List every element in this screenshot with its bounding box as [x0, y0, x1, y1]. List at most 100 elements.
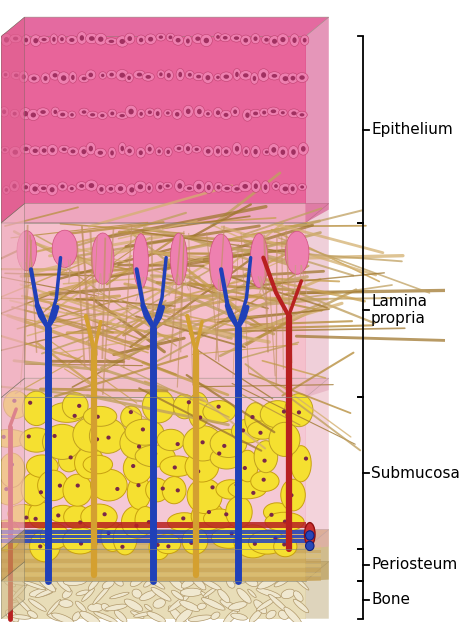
Ellipse shape	[176, 488, 180, 492]
Ellipse shape	[242, 184, 248, 189]
Ellipse shape	[250, 109, 261, 118]
Ellipse shape	[279, 611, 289, 619]
Ellipse shape	[147, 186, 151, 190]
Ellipse shape	[146, 75, 151, 79]
Ellipse shape	[168, 575, 184, 591]
Ellipse shape	[182, 528, 208, 554]
Ellipse shape	[53, 73, 57, 77]
Polygon shape	[1, 17, 25, 222]
Ellipse shape	[27, 434, 31, 439]
Ellipse shape	[12, 150, 18, 155]
Ellipse shape	[165, 184, 170, 188]
Ellipse shape	[125, 105, 137, 118]
Ellipse shape	[71, 150, 75, 153]
Ellipse shape	[9, 528, 14, 532]
Ellipse shape	[164, 110, 172, 117]
Ellipse shape	[264, 184, 267, 190]
Ellipse shape	[254, 183, 258, 189]
Ellipse shape	[235, 146, 239, 151]
Ellipse shape	[58, 35, 66, 44]
Polygon shape	[285, 231, 309, 274]
Ellipse shape	[222, 444, 227, 448]
Ellipse shape	[102, 580, 114, 589]
Ellipse shape	[174, 145, 184, 152]
Ellipse shape	[306, 541, 314, 551]
Ellipse shape	[128, 149, 132, 153]
Polygon shape	[52, 230, 77, 267]
Ellipse shape	[153, 599, 165, 608]
Ellipse shape	[89, 73, 93, 77]
Ellipse shape	[9, 146, 21, 158]
Ellipse shape	[71, 75, 74, 80]
Ellipse shape	[279, 73, 292, 84]
Ellipse shape	[182, 576, 197, 588]
Ellipse shape	[73, 414, 77, 418]
Ellipse shape	[268, 144, 279, 156]
Ellipse shape	[126, 184, 137, 196]
Ellipse shape	[89, 146, 93, 151]
Ellipse shape	[185, 451, 219, 482]
Ellipse shape	[79, 108, 89, 116]
Ellipse shape	[33, 149, 38, 153]
Ellipse shape	[82, 110, 86, 114]
Ellipse shape	[110, 112, 114, 115]
Ellipse shape	[157, 150, 161, 153]
Ellipse shape	[202, 72, 213, 83]
Ellipse shape	[60, 113, 65, 117]
Ellipse shape	[155, 543, 160, 547]
Ellipse shape	[97, 184, 106, 194]
Polygon shape	[306, 17, 329, 222]
Ellipse shape	[57, 110, 68, 119]
Ellipse shape	[233, 110, 237, 114]
Ellipse shape	[258, 575, 281, 589]
Ellipse shape	[216, 148, 220, 154]
Ellipse shape	[15, 596, 33, 614]
Ellipse shape	[224, 512, 228, 516]
Ellipse shape	[250, 415, 255, 419]
Ellipse shape	[194, 105, 205, 118]
Ellipse shape	[38, 36, 50, 43]
Ellipse shape	[142, 389, 175, 423]
Ellipse shape	[136, 148, 146, 158]
Polygon shape	[1, 530, 25, 581]
Ellipse shape	[85, 180, 98, 191]
Ellipse shape	[231, 185, 243, 193]
Ellipse shape	[115, 183, 127, 194]
Ellipse shape	[167, 73, 171, 78]
Ellipse shape	[168, 595, 190, 611]
Ellipse shape	[300, 113, 304, 117]
Ellipse shape	[268, 72, 281, 80]
Ellipse shape	[256, 597, 276, 611]
Ellipse shape	[283, 76, 288, 81]
Ellipse shape	[115, 487, 119, 491]
Ellipse shape	[220, 34, 230, 42]
Ellipse shape	[167, 513, 201, 531]
Ellipse shape	[192, 34, 204, 44]
Bar	[1, 549, 306, 581]
Bar	[1, 397, 306, 549]
Ellipse shape	[116, 112, 128, 119]
Text: Submucosa: Submucosa	[371, 465, 460, 480]
Ellipse shape	[221, 184, 233, 192]
Ellipse shape	[256, 588, 281, 597]
Ellipse shape	[291, 445, 311, 482]
Ellipse shape	[109, 40, 114, 43]
Ellipse shape	[151, 587, 171, 601]
Polygon shape	[1, 204, 25, 397]
Ellipse shape	[79, 75, 90, 83]
Ellipse shape	[269, 36, 280, 47]
Ellipse shape	[2, 110, 6, 114]
Ellipse shape	[156, 111, 160, 116]
Ellipse shape	[92, 584, 111, 605]
Ellipse shape	[0, 453, 25, 487]
Ellipse shape	[297, 411, 301, 414]
Ellipse shape	[291, 149, 296, 155]
Ellipse shape	[131, 464, 135, 468]
Ellipse shape	[268, 594, 289, 612]
Ellipse shape	[2, 186, 10, 194]
Ellipse shape	[24, 516, 28, 520]
Ellipse shape	[235, 503, 239, 508]
Ellipse shape	[224, 113, 228, 117]
Ellipse shape	[204, 38, 209, 43]
Ellipse shape	[285, 394, 313, 427]
